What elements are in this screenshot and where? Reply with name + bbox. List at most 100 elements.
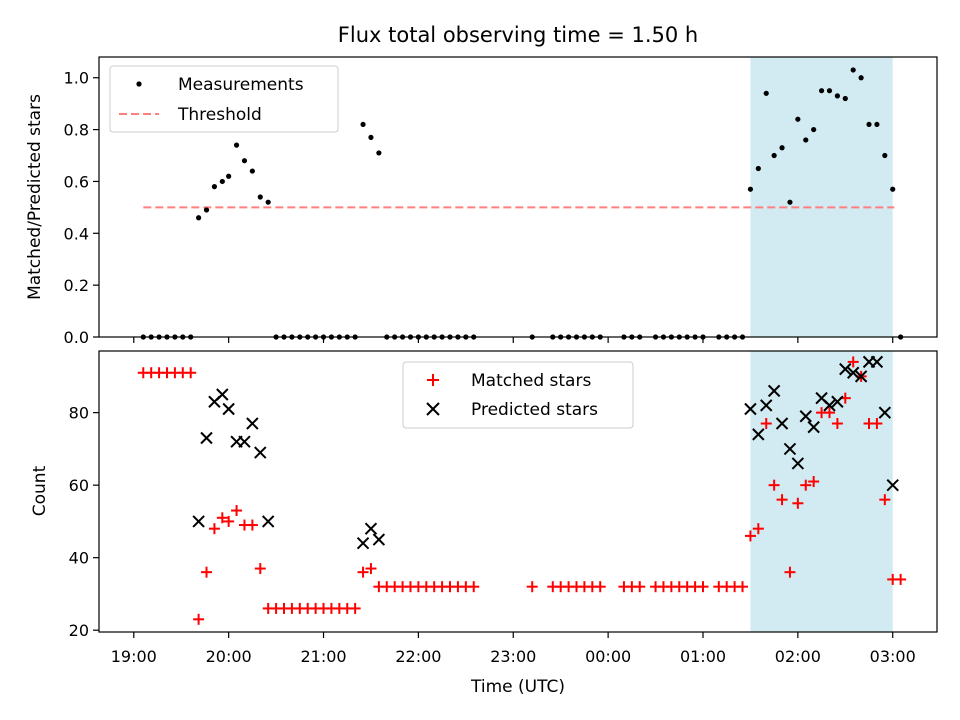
predicted-star-point — [799, 410, 812, 423]
measurement-point — [818, 88, 825, 94]
x-tick-label: 01:00 — [680, 647, 726, 666]
matched-star-point — [223, 515, 235, 527]
marker-stroke — [767, 384, 781, 398]
y-tick-label: 0.0 — [64, 328, 89, 347]
predicted-star-point — [238, 435, 251, 448]
bottom-ylabel: Count — [30, 465, 50, 516]
top-panel: 0.0 0.2 0.4 0.6 0.8 1.0 Matched/Predicted sta… — [25, 56, 938, 347]
predicted-star-point — [222, 402, 235, 416]
measurement-point — [850, 67, 856, 73]
marker-stroke — [216, 388, 229, 401]
measurement-point — [249, 168, 255, 174]
matched-stars-series — [137, 356, 907, 625]
y-tick-label: 0.4 — [64, 224, 89, 243]
y-tick-label: 20 — [69, 621, 89, 640]
measurement-point — [226, 173, 232, 179]
measurement-point — [858, 75, 864, 81]
marker-stroke — [823, 399, 836, 412]
x-tick-label: 02:00 — [775, 647, 821, 666]
matched-star-point — [752, 523, 764, 535]
bottom-legend: Matched stars Predicted stars — [402, 361, 634, 429]
measurement-point — [203, 207, 210, 213]
matched-star-point — [744, 530, 756, 542]
matched-star-point — [185, 367, 197, 379]
predicted-star-point — [886, 478, 899, 492]
measurement-point — [265, 199, 271, 205]
measurement-point — [779, 145, 785, 151]
y-tick-label: 0.6 — [64, 172, 89, 191]
matched-star-point — [847, 356, 859, 368]
bottom-panel-frame — [98, 350, 938, 633]
marker-stroke — [246, 417, 259, 430]
measurement-point — [233, 142, 240, 148]
matched-star-point — [697, 581, 709, 593]
marker-stroke — [831, 395, 844, 408]
marker-stroke — [364, 522, 378, 535]
matched-star-point — [246, 519, 258, 531]
measurement-point — [219, 178, 225, 185]
top-panel-axis: 0.0 0.2 0.4 0.6 0.8 1.0 — [64, 69, 894, 347]
matched-star-point — [871, 418, 883, 430]
predicted-star-point — [246, 417, 259, 430]
predicted-star-point — [823, 399, 836, 412]
matched-star-point — [193, 613, 205, 625]
top-ylabel: Matched/Predicted stars — [25, 94, 45, 300]
matched-star-point — [357, 566, 369, 578]
predicted-star-point — [839, 362, 852, 376]
measurement-point — [826, 88, 833, 94]
marker-stroke — [878, 406, 892, 419]
predicted-star-point — [831, 395, 844, 408]
x-tick-label: 23:00 — [490, 647, 536, 666]
measurement-point — [811, 126, 817, 133]
y-tick-label: 0.2 — [64, 276, 89, 295]
predicted-star-point — [356, 536, 370, 550]
legend-marker-measurements — [136, 81, 142, 87]
matched-star-point — [365, 563, 377, 575]
legend-label-measurements: Measurements — [178, 75, 304, 95]
x-tick-label: 22:00 — [395, 647, 441, 666]
bottom-legend-box — [402, 361, 634, 429]
measurement-point — [747, 186, 754, 192]
measurement-point — [360, 121, 366, 128]
measurement-point — [368, 134, 374, 140]
matched-star-point — [768, 479, 780, 491]
marker-stroke — [807, 420, 820, 434]
marker-stroke — [192, 515, 205, 528]
measurement-point — [890, 186, 896, 192]
measurement-point — [257, 194, 263, 200]
marker-stroke — [238, 435, 251, 448]
matched-star-point — [823, 407, 835, 419]
predicted-star-point — [372, 533, 386, 546]
legend-marker-predicted — [426, 402, 440, 416]
predicted-star-point — [254, 446, 267, 459]
marker-stroke — [783, 442, 797, 456]
matched-star-point — [784, 566, 796, 578]
legend-label-threshold: Threshold — [177, 105, 262, 125]
y-tick-label: 80 — [69, 404, 89, 423]
bottom-panel: 20 40 60 80 19:00 20:00 21:00 22:00 23:00 00:00 01… — [30, 350, 938, 697]
matched-star-point — [526, 581, 538, 593]
measurement-point — [866, 121, 872, 128]
y-tick-label: 0.8 — [64, 121, 89, 140]
top-panel-frame — [98, 56, 938, 338]
y-tick-label: 1.0 — [64, 69, 89, 88]
x-tick-label: 03:00 — [870, 647, 916, 666]
y-tick-label: 60 — [69, 476, 89, 495]
predicted-star-point — [216, 388, 229, 401]
matched-star-point — [634, 581, 646, 593]
measurement-point — [755, 165, 761, 172]
measurement-point — [196, 215, 202, 221]
chart-title: Flux total observing time = 1.50 h — [338, 23, 698, 47]
predicted-star-point — [846, 366, 860, 379]
matched-star-point — [776, 494, 788, 506]
matched-star-point — [737, 581, 749, 593]
marker-stroke — [372, 533, 386, 546]
marker-stroke — [752, 428, 765, 441]
marker-stroke — [854, 370, 868, 383]
legend-marker-matched — [427, 374, 439, 386]
marker-stroke — [760, 399, 773, 412]
highlight-band-top — [750, 57, 893, 337]
predicted-star-point — [192, 515, 205, 528]
top-legend: Measurements Threshold — [109, 65, 339, 133]
